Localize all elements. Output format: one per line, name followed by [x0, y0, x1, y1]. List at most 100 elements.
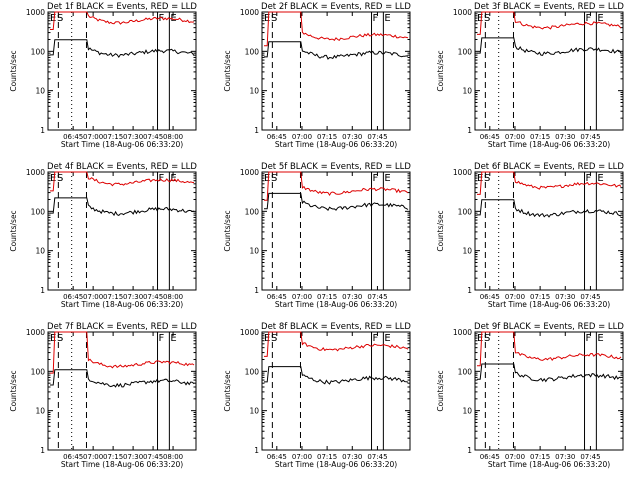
flag-label: F [373, 173, 379, 184]
y-tick-label: 10 [462, 247, 472, 256]
flag-label: E [477, 173, 483, 184]
x-tick-label: 06:45 [480, 293, 500, 301]
y-tick-label: 100 [458, 367, 473, 376]
x-tick-label: 07:15 [103, 293, 123, 301]
y-tick-label: 10 [35, 407, 45, 416]
y-tick-label: 1000 [240, 328, 259, 337]
lld-series-line [477, 11, 622, 35]
flag-label: E [50, 333, 56, 344]
events-series-line [477, 199, 622, 218]
x-axis-label: Start Time (18-Aug-06 06:33:20) [275, 300, 397, 309]
x-tick-label: 07:00 [83, 293, 103, 301]
flag-label: E [597, 173, 603, 184]
flag-label: E [170, 13, 176, 24]
flag-label: F [159, 13, 165, 24]
plot-frame [47, 171, 197, 291]
y-tick-label: 1 [254, 286, 259, 295]
x-tick-label: 08:00 [163, 293, 183, 301]
x-tick-label: 07:15 [103, 453, 123, 461]
x-tick-label: 07:30 [342, 453, 362, 461]
panel-det-5: Det 5f BLACK = Events, RED = LLD 1 10 100 10… [223, 162, 411, 309]
flag-label: S [57, 333, 63, 344]
y-axis-label: Counts/sec [223, 370, 232, 411]
y-tick-label: 100 [245, 47, 260, 56]
y-tick-label: 1 [40, 126, 45, 135]
y-tick-label: 1000 [453, 328, 472, 337]
y-tick-label: 100 [245, 367, 260, 376]
y-tick-label: 100 [458, 47, 473, 56]
plot-frame [261, 11, 411, 131]
flag-label: E [597, 333, 603, 344]
x-axis-label: Start Time (18-Aug-06 06:33:20) [61, 140, 183, 149]
x-tick-label: 06:45 [267, 293, 287, 301]
flag-label: E [384, 173, 390, 184]
x-axis-label: Start Time (18-Aug-06 06:33:20) [275, 460, 397, 469]
flag-label: E [170, 333, 176, 344]
x-tick-label: 07:00 [292, 453, 312, 461]
events-series-line [50, 197, 195, 217]
y-tick-label: 10 [249, 87, 259, 96]
x-tick-label: 08:00 [163, 133, 183, 141]
x-tick-label: 07:45 [580, 453, 600, 461]
flag-label: S [271, 13, 277, 24]
lld-series-line [477, 171, 622, 195]
panel-title: Det 2f BLACK = Events, RED = LLD [261, 2, 411, 12]
x-tick-label: 07:15 [317, 133, 337, 141]
y-tick-label: 10 [249, 247, 259, 256]
flag-label: F [586, 13, 592, 24]
panel-det-8: Det 8f BLACK = Events, RED = LLD 1 10 100 10… [223, 322, 411, 469]
x-tick-label: 07:00 [505, 293, 525, 301]
plot-frame [474, 331, 624, 451]
x-tick-label: 07:00 [292, 133, 312, 141]
x-tick-label: 07:45 [367, 293, 387, 301]
x-tick-label: 07:00 [505, 133, 525, 141]
flag-label: E [170, 173, 176, 184]
x-axis-label: Start Time (18-Aug-06 06:33:20) [61, 300, 183, 309]
flag-label: F [586, 173, 592, 184]
events-series-line [477, 363, 622, 383]
x-tick-label: 06:45 [63, 293, 83, 301]
y-tick-label: 1000 [26, 328, 45, 337]
lld-series-line [50, 11, 195, 30]
y-tick-label: 10 [35, 247, 45, 256]
events-series-line [264, 366, 409, 385]
x-tick-label: 07:30 [555, 133, 575, 141]
x-tick-label: 07:45 [143, 133, 163, 141]
x-tick-label: 06:45 [63, 133, 83, 141]
x-tick-label: 07:45 [367, 453, 387, 461]
y-axis-label: Counts/sec [223, 210, 232, 251]
flag-label: S [484, 173, 490, 184]
x-tick-label: 07:30 [555, 453, 575, 461]
x-axis-label: Start Time (18-Aug-06 06:33:20) [275, 140, 397, 149]
lld-series-line [264, 171, 409, 201]
y-axis-label: Counts/sec [436, 370, 445, 411]
flag-label: E [477, 13, 483, 24]
flag-label: S [271, 333, 277, 344]
x-tick-label: 08:00 [163, 453, 183, 461]
panel-title: Det 6f BLACK = Events, RED = LLD [474, 162, 624, 172]
y-axis-label: Counts/sec [223, 50, 232, 91]
flag-label: E [50, 13, 56, 24]
events-series-line [50, 39, 195, 59]
panel-title: Det 3f BLACK = Events, RED = LLD [474, 2, 624, 12]
lld-series-line [264, 331, 409, 357]
y-tick-label: 1 [467, 446, 472, 455]
y-tick-label: 100 [31, 367, 46, 376]
x-tick-label: 07:15 [530, 293, 550, 301]
x-tick-label: 07:30 [342, 293, 362, 301]
y-tick-label: 1 [40, 446, 45, 455]
plot-frame [47, 331, 197, 451]
flag-label: F [159, 173, 165, 184]
x-tick-label: 07:45 [580, 133, 600, 141]
x-tick-label: 07:45 [143, 453, 163, 461]
flag-label: S [57, 173, 63, 184]
flag-label: E [477, 333, 483, 344]
x-tick-label: 07:30 [123, 293, 143, 301]
panel-det-9: Det 9f BLACK = Events, RED = LLD 1 10 100 10… [436, 322, 624, 469]
panel-title: Det 8f BLACK = Events, RED = LLD [261, 322, 411, 332]
x-tick-label: 07:30 [123, 453, 143, 461]
lld-series-line [264, 11, 409, 47]
x-tick-label: 07:30 [555, 293, 575, 301]
plot-frame [474, 171, 624, 291]
events-series-line [264, 41, 409, 60]
